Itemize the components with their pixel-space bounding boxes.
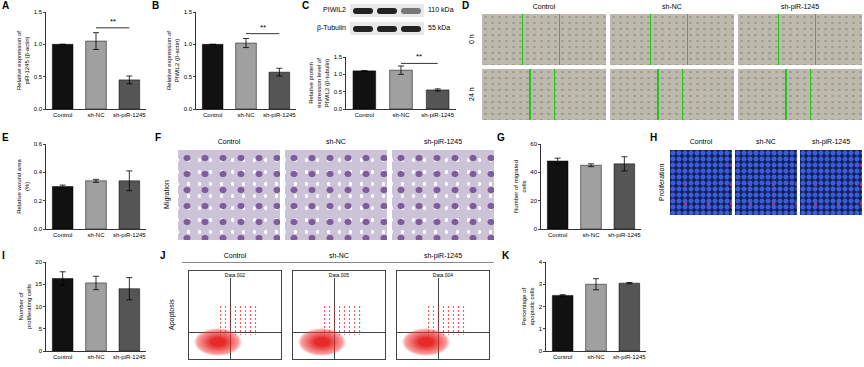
svg-text:Number ofproliferating cells: Number ofproliferating cells — [18, 284, 32, 329]
svg-text:3: 3 — [539, 281, 543, 287]
svg-text:sh-NC: sh-NC — [587, 354, 605, 360]
svg-text:0.2: 0.2 — [34, 198, 43, 204]
svg-text:0: 0 — [39, 348, 43, 354]
svg-text:sh-NC: sh-NC — [87, 232, 105, 238]
html-text:Data.005: Data.005 — [328, 272, 350, 278]
html-text:sh-piR-1245: sh-piR-1245 — [811, 138, 851, 145]
html-text:Control: Control — [217, 138, 241, 145]
svg-text:Control: Control — [203, 112, 222, 118]
svg-text:sh-piR-1245: sh-piR-1245 — [113, 232, 146, 238]
html-text:K: K — [502, 250, 510, 261]
svg-text:60: 60 — [530, 141, 537, 147]
html-text:A: A — [2, 0, 10, 11]
html-text:D: D — [462, 0, 470, 11]
svg-text:sh-NC: sh-NC — [87, 112, 105, 118]
svg-text:1.0: 1.0 — [184, 41, 193, 47]
html-text:sh-NC: sh-NC — [329, 252, 349, 259]
html-text:E: E — [2, 132, 9, 143]
svg-text:sh-piR-1245: sh-piR-1245 — [421, 112, 454, 118]
html-text:C: C — [302, 0, 310, 11]
svg-text:0.5: 0.5 — [184, 74, 193, 80]
svg-text:**: ** — [110, 17, 116, 26]
svg-text:Control: Control — [355, 112, 374, 118]
html-text:β-Tubulin: β-Tubulin — [316, 24, 346, 31]
svg-text:0.0: 0.0 — [184, 106, 193, 112]
svg-text:4: 4 — [539, 259, 543, 265]
svg-text:20: 20 — [530, 198, 537, 204]
svg-text:0.5: 0.5 — [334, 89, 343, 95]
svg-text:2: 2 — [539, 304, 543, 310]
svg-text:sh-piR-1245: sh-piR-1245 — [113, 354, 146, 360]
html-text:Data.002: Data.002 — [224, 272, 246, 278]
svg-text:15: 15 — [35, 281, 42, 287]
html-text:110 kDa: 110 kDa — [428, 6, 454, 13]
html-text:sh-NC: sh-NC — [756, 138, 776, 145]
svg-text:0.6: 0.6 — [34, 141, 43, 147]
svg-text:**: ** — [260, 23, 266, 32]
html-text:sh-NC: sh-NC — [662, 3, 682, 10]
svg-text:5: 5 — [39, 326, 43, 332]
svg-text:Control: Control — [53, 112, 72, 118]
html-text:I: I — [2, 250, 5, 261]
html-text:Control: Control — [223, 252, 247, 259]
svg-text:Control: Control — [53, 354, 72, 360]
html-text:sh-piR-1245: sh-piR-1245 — [780, 3, 820, 10]
html-text:B: B — [152, 0, 160, 11]
svg-text:**: ** — [416, 52, 422, 61]
svg-text:0.0: 0.0 — [34, 226, 43, 232]
svg-text:Control: Control — [53, 232, 72, 238]
svg-text:Relative expression ofpiR-1245: Relative expression ofpiR-1245 (β-actin) — [16, 31, 30, 90]
svg-text:sh-piR-1245: sh-piR-1245 — [113, 112, 146, 118]
html-text:Apoptosis: Apoptosis — [168, 299, 175, 331]
html-text:Migration: Migration — [163, 180, 170, 210]
html-text:55 kDa: 55 kDa — [428, 24, 451, 31]
html-text:Control: Control — [532, 3, 556, 10]
svg-text:sh-NC: sh-NC — [87, 354, 105, 360]
svg-text:sh-NC: sh-NC — [582, 232, 600, 238]
svg-text:Number of migratedcells: Number of migratedcells — [513, 160, 527, 213]
svg-text:1: 1 — [539, 326, 543, 332]
svg-text:1.0: 1.0 — [334, 71, 343, 77]
html-text:24 h: 24 h — [468, 87, 475, 101]
svg-text:Relative proteinexpression lev: Relative proteinexpression level ofPIWIL… — [308, 58, 330, 108]
svg-text:10: 10 — [35, 304, 42, 310]
svg-text:0: 0 — [539, 348, 543, 354]
html-text:F: F — [155, 132, 162, 143]
html-text:sh-NC: sh-NC — [326, 138, 346, 145]
html-text:Control: Control — [689, 138, 713, 145]
svg-text:1.5: 1.5 — [34, 9, 43, 15]
svg-text:0: 0 — [534, 226, 538, 232]
html-text:PIWIL2: PIWIL2 — [323, 6, 346, 13]
svg-text:sh-piR-1245: sh-piR-1245 — [608, 232, 641, 238]
svg-text:Control: Control — [548, 232, 567, 238]
svg-text:0.0: 0.0 — [334, 106, 343, 112]
html-text:G: G — [497, 132, 505, 143]
svg-text:1.0: 1.0 — [34, 41, 43, 47]
html-text:Proliferation: Proliferation — [658, 163, 665, 201]
svg-text:Percentage ofapoptotic cells: Percentage ofapoptotic cells — [521, 287, 535, 325]
svg-text:1.5: 1.5 — [184, 9, 193, 15]
html-text:Data.004: Data.004 — [432, 272, 454, 278]
svg-text:20: 20 — [35, 259, 42, 265]
svg-text:Control: Control — [553, 354, 572, 360]
svg-text:1.5: 1.5 — [334, 54, 343, 60]
svg-text:0.4: 0.4 — [34, 169, 43, 175]
svg-text:40: 40 — [530, 169, 537, 175]
svg-text:Relative wound area(%): Relative wound area(%) — [16, 158, 30, 213]
svg-text:sh-piR-1245: sh-piR-1245 — [263, 112, 296, 118]
svg-text:0.5: 0.5 — [34, 74, 43, 80]
html-text:sh-piR-1245: sh-piR-1245 — [423, 252, 463, 259]
html-text:0 h: 0 h — [468, 34, 475, 44]
svg-text:sh-NC: sh-NC — [392, 112, 410, 118]
html-text:J: J — [160, 250, 166, 261]
svg-text:sh-NC: sh-NC — [237, 112, 255, 118]
svg-text:0.0: 0.0 — [34, 106, 43, 112]
html-text:sh-piR-1245: sh-piR-1245 — [423, 138, 463, 145]
svg-text:sh-piR-1245: sh-piR-1245 — [613, 354, 646, 360]
html-text:H: H — [650, 132, 658, 143]
svg-text:Relative expression ofPIWIL2 (: Relative expression ofPIWIL2 (β-actin) — [166, 31, 180, 90]
